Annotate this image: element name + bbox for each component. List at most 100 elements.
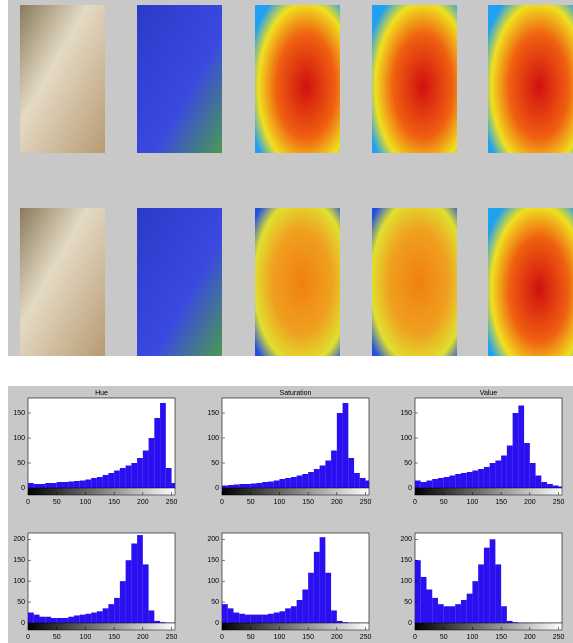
bar (472, 581, 479, 623)
bar (359, 478, 366, 488)
y-tick-label: 50 (404, 460, 412, 467)
x-tick-label: 250 (553, 634, 565, 641)
x-tick-label: 0 (413, 634, 417, 641)
bar (426, 480, 433, 488)
bar (290, 606, 297, 623)
x-tick-label: 50 (247, 499, 255, 506)
bar (512, 413, 519, 488)
x-tick-label: 0 (26, 634, 30, 641)
bar (512, 622, 519, 623)
bar (432, 597, 438, 623)
x-tick-label: 50 (247, 634, 255, 641)
bar (455, 604, 461, 623)
bar (250, 614, 257, 623)
bar (524, 443, 530, 488)
bar (336, 620, 343, 623)
bar (68, 616, 74, 623)
bar (33, 484, 40, 488)
y-tick-label: 150 (13, 410, 25, 417)
bar (131, 543, 138, 623)
y-tick-label: 0 (408, 485, 412, 492)
bar (432, 479, 438, 488)
bar (308, 472, 314, 488)
x-tick-label: 0 (413, 499, 417, 506)
bar (250, 483, 257, 488)
bar (244, 484, 251, 488)
bar (131, 463, 138, 488)
bar (125, 465, 132, 488)
bar (273, 612, 280, 623)
bar (552, 485, 559, 488)
face-image (20, 5, 105, 153)
bar (501, 455, 507, 488)
bar (308, 572, 314, 623)
x-tick-label: 100 (274, 499, 286, 506)
x-tick-label: 250 (166, 634, 178, 641)
x-tick-label: 150 (108, 634, 120, 641)
y-tick-label: 150 (13, 557, 25, 564)
bar (50, 617, 57, 623)
bar (160, 403, 166, 488)
face-image (488, 5, 573, 153)
y-tick-label: 100 (13, 578, 25, 585)
bar (313, 551, 320, 623)
bar (262, 482, 268, 488)
bar (142, 450, 149, 488)
y-tick-label: 100 (400, 435, 412, 442)
bar (325, 460, 332, 488)
bar (302, 474, 309, 488)
bar (68, 481, 74, 488)
face-image (372, 5, 457, 153)
bar (28, 483, 34, 488)
bar (227, 485, 234, 488)
bar (290, 477, 297, 488)
bar (108, 604, 115, 623)
colorbar (221, 487, 370, 496)
bar (296, 475, 303, 488)
x-tick-label: 100 (467, 499, 479, 506)
bar (460, 473, 467, 488)
bar (285, 608, 291, 623)
face-image (372, 208, 457, 356)
colorbar (27, 622, 176, 631)
bar (148, 610, 155, 623)
bar (39, 616, 46, 623)
y-tick-label: 200 (400, 536, 412, 543)
bar (296, 599, 303, 623)
bar (449, 606, 456, 623)
colorbar (221, 622, 370, 631)
bar (365, 480, 369, 488)
bar (137, 535, 143, 623)
bar (319, 465, 326, 488)
bar (239, 613, 245, 623)
bar (148, 438, 155, 488)
bar (171, 483, 175, 488)
bar (495, 564, 502, 623)
bar (506, 445, 513, 488)
bar (50, 483, 57, 488)
face-image (255, 5, 340, 153)
bar (415, 480, 421, 488)
x-tick-label: 50 (440, 499, 448, 506)
y-tick-label: 100 (207, 435, 219, 442)
bar (160, 622, 166, 623)
bar (114, 470, 120, 488)
bar (62, 482, 69, 488)
y-tick-label: 50 (404, 599, 412, 606)
bar (455, 474, 461, 488)
bar (279, 611, 286, 623)
bar (267, 613, 274, 623)
bar (114, 597, 120, 623)
x-tick-label: 50 (440, 634, 448, 641)
bar (233, 612, 240, 623)
bar (443, 477, 450, 488)
y-tick-label: 50 (211, 460, 219, 467)
face-image (488, 208, 573, 356)
bar (483, 467, 490, 488)
bar (336, 413, 343, 488)
bar (325, 572, 332, 623)
x-tick-label: 150 (495, 499, 507, 506)
x-tick-label: 150 (495, 634, 507, 641)
bar (483, 547, 490, 623)
